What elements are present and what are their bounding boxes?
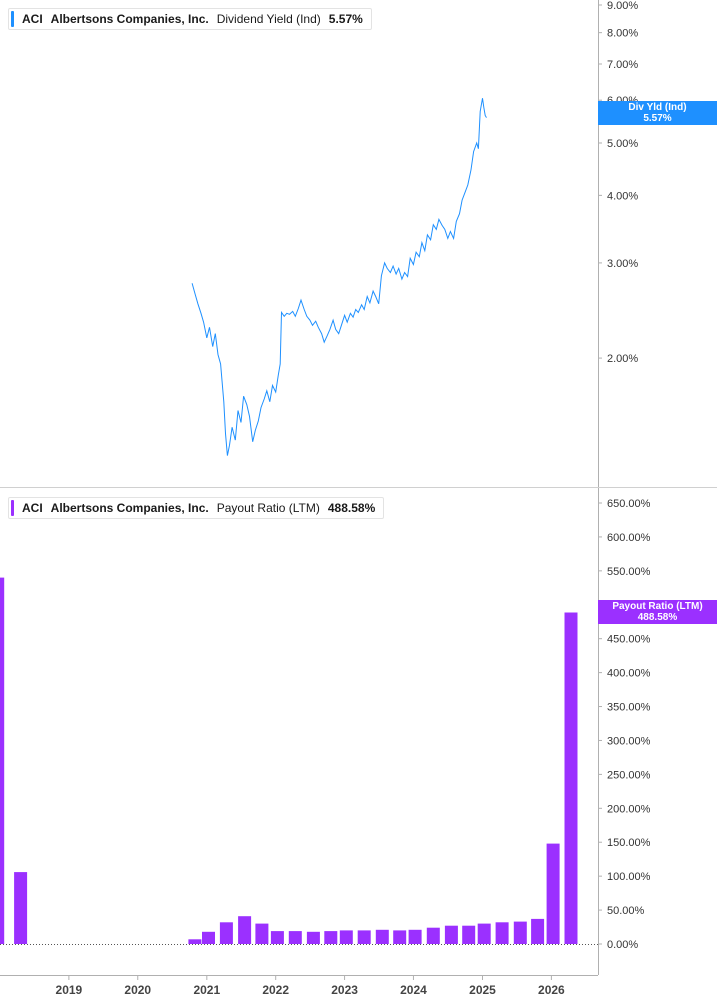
payout-value-tag: Payout Ratio (LTM) 488.58% [598,600,717,624]
payout-tick-label: 0.00% [607,939,638,951]
yield-tick-label: 4.00% [607,190,638,202]
payout-bar [324,931,338,944]
payout-bar [546,843,560,944]
payout-bar [408,929,422,944]
payout-tag-value: 488.58% [637,612,678,623]
payout-bar [393,930,407,944]
legend-company: Albertsons Companies, Inc. [50,12,209,26]
x-tick-label: 2021 [193,983,220,997]
payout-bar [339,930,353,944]
yield-tick-label: 7.00% [607,59,638,71]
payout-tick-label: 50.00% [607,905,645,917]
payout-tick-label: 200.00% [607,803,651,815]
legend-metric: Dividend Yield (Ind) [216,12,321,26]
payout-tick-label: 450.00% [607,634,651,646]
x-tick-label: 2022 [262,983,289,997]
payout-tick-label: 300.00% [607,735,651,747]
payout-tick-label: 150.00% [607,837,651,849]
yield-tick-label: 3.00% [607,258,638,270]
payout-bar [444,925,458,944]
payout-bar [202,931,215,944]
yield-tag-label: Div Yld (Ind) [628,102,687,113]
payout-bar [219,922,233,944]
payout-legend-swatch [11,500,14,516]
x-tick-label: 2020 [124,983,151,997]
yield-value-tag: Div Yld (Ind) 5.57% [598,101,717,125]
payout-tick-label: 400.00% [607,668,651,680]
dividend-yield-line [191,98,487,456]
payout-tick-label: 600.00% [607,532,651,544]
payout-bar [306,931,320,944]
legend-company: Albertsons Companies, Inc. [50,501,209,515]
yield-tick-label: 2.00% [607,353,638,365]
payout-tick-label: 100.00% [607,871,651,883]
yield-tick-label: 8.00% [607,28,638,40]
yield-legend-swatch [11,11,14,27]
payout-tag-label: Payout Ratio (LTM) [612,601,703,612]
x-axis: 2019 2020 2021 2022 2023 2024 2025 2026 [56,975,565,997]
payout-bar [477,923,491,944]
legend-value: 488.58% [327,501,376,515]
payout-bar [375,929,389,944]
payout-bar [288,931,302,944]
payout-bar [462,925,476,944]
x-tick-label: 2025 [469,983,496,997]
yield-tick-label: 9.00% [607,0,638,12]
payout-bar [0,577,5,944]
payout-bar [270,931,284,944]
payout-tick-label: 550.00% [607,566,651,578]
payout-bar [513,921,527,944]
x-tick-label: 2024 [400,983,427,997]
payout-bar [188,939,202,944]
payout-bar [238,916,252,944]
yield-y-axis: 2.00%3.00%4.00%5.00%6.00%7.00%8.00%9.00% [598,0,638,365]
x-tick-label: 2019 [56,983,83,997]
legend-metric: Payout Ratio (LTM) [216,501,320,515]
payout-y-axis: 0.00% 50.00% 100.00% 150.00% 200.00% 250.00% 3… [598,498,651,951]
payout-bar [357,930,371,944]
x-tick-label: 2026 [538,983,565,997]
legend-ticker: ACI [22,501,43,515]
payout-bar [426,927,440,944]
payout-bar [14,872,28,944]
x-tick-label: 2023 [331,983,358,997]
payout-bar [531,918,545,944]
payout-tick-label: 250.00% [607,769,651,781]
payout-bar [564,612,578,944]
yield-tag-value: 5.57% [643,113,672,124]
yield-tick-label: 5.00% [607,138,638,150]
payout-tick-label: 650.00% [607,498,651,510]
axes [0,0,717,976]
payout-bar [255,923,269,944]
payout-legend: ACI Albertsons Companies, Inc. Payout Ra… [8,497,385,519]
legend-ticker: ACI [22,12,43,26]
yield-legend: ACI Albertsons Companies, Inc. Dividend … [8,8,372,30]
legend-value: 5.57% [328,12,363,26]
payout-tick-label: 350.00% [607,702,651,714]
payout-bars [0,577,578,944]
payout-bar [495,922,509,944]
